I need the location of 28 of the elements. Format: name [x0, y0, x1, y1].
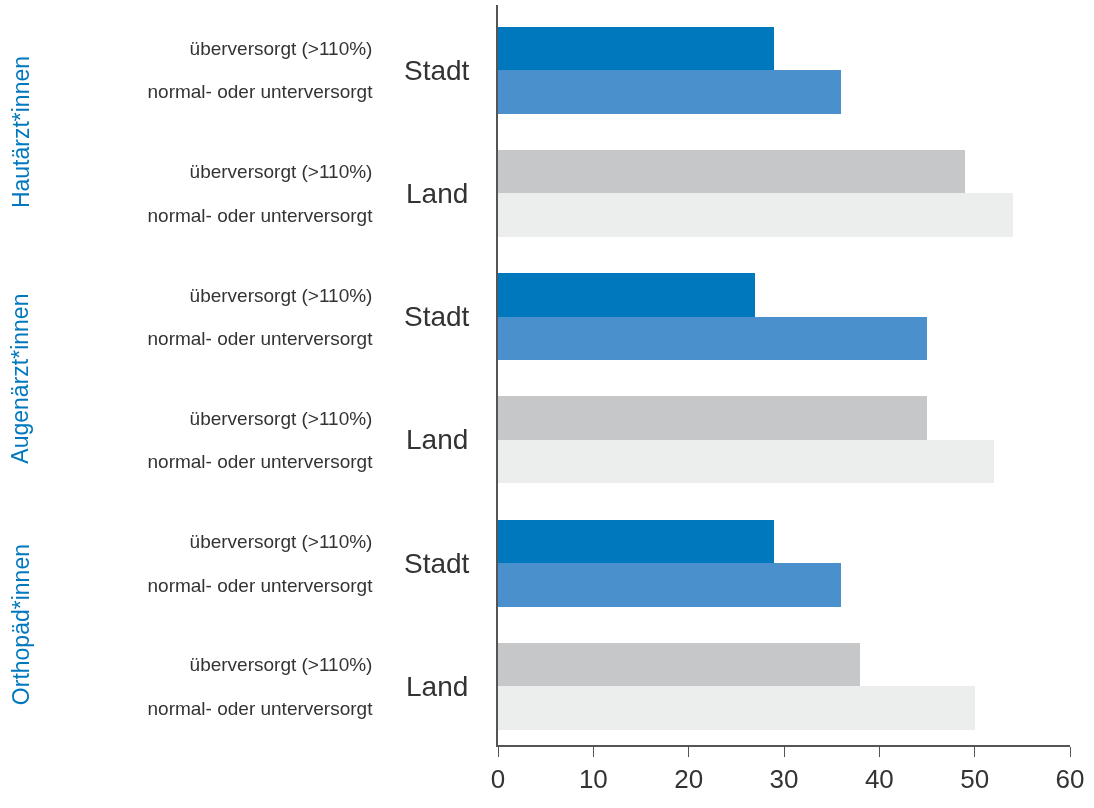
y-tick-label: normal- oder unterversorgt: [147, 697, 374, 719]
text: Stadt: [404, 548, 470, 579]
text: Augenärzt*innen: [7, 293, 34, 464]
x-tick-label: 30: [769, 763, 799, 794]
x-tick-label: 60: [1055, 763, 1085, 794]
text: Orthopäd*innen: [7, 544, 34, 706]
y-tick-label: überversorgt (>110%): [189, 38, 373, 60]
y-tick-label: normal- oder unterversorgt: [147, 204, 374, 226]
y-tick-label: überversorgt (>110%): [189, 407, 373, 429]
y-tick-label: normal- oder unterversorgt: [147, 451, 374, 473]
text: Land: [406, 671, 469, 702]
y-tick-label: überversorgt (>110%): [189, 161, 373, 183]
x-tick-label: 40: [864, 763, 894, 794]
y-tick-label: normal- oder unterversorgt: [147, 81, 374, 103]
y-tick-label: normal- oder unterversorgt: [147, 574, 374, 596]
y-tick-label: überversorgt (>110%): [189, 284, 373, 306]
y-tick-label: überversorgt (>110%): [189, 654, 373, 676]
text: Land: [406, 424, 469, 455]
x-tick-label: 50: [960, 763, 990, 794]
text: Land: [406, 178, 469, 209]
y-tick-label: normal- oder unterversorgt: [147, 327, 374, 349]
y-tick-label: überversorgt (>110%): [189, 531, 373, 553]
x-tick-label: 10: [578, 763, 608, 794]
x-tick-label: 20: [674, 763, 704, 794]
text: Stadt: [404, 301, 470, 332]
text: Hautärzt*innen: [7, 55, 34, 209]
x-tick-label: 0: [490, 763, 506, 794]
text: Stadt: [404, 55, 470, 86]
